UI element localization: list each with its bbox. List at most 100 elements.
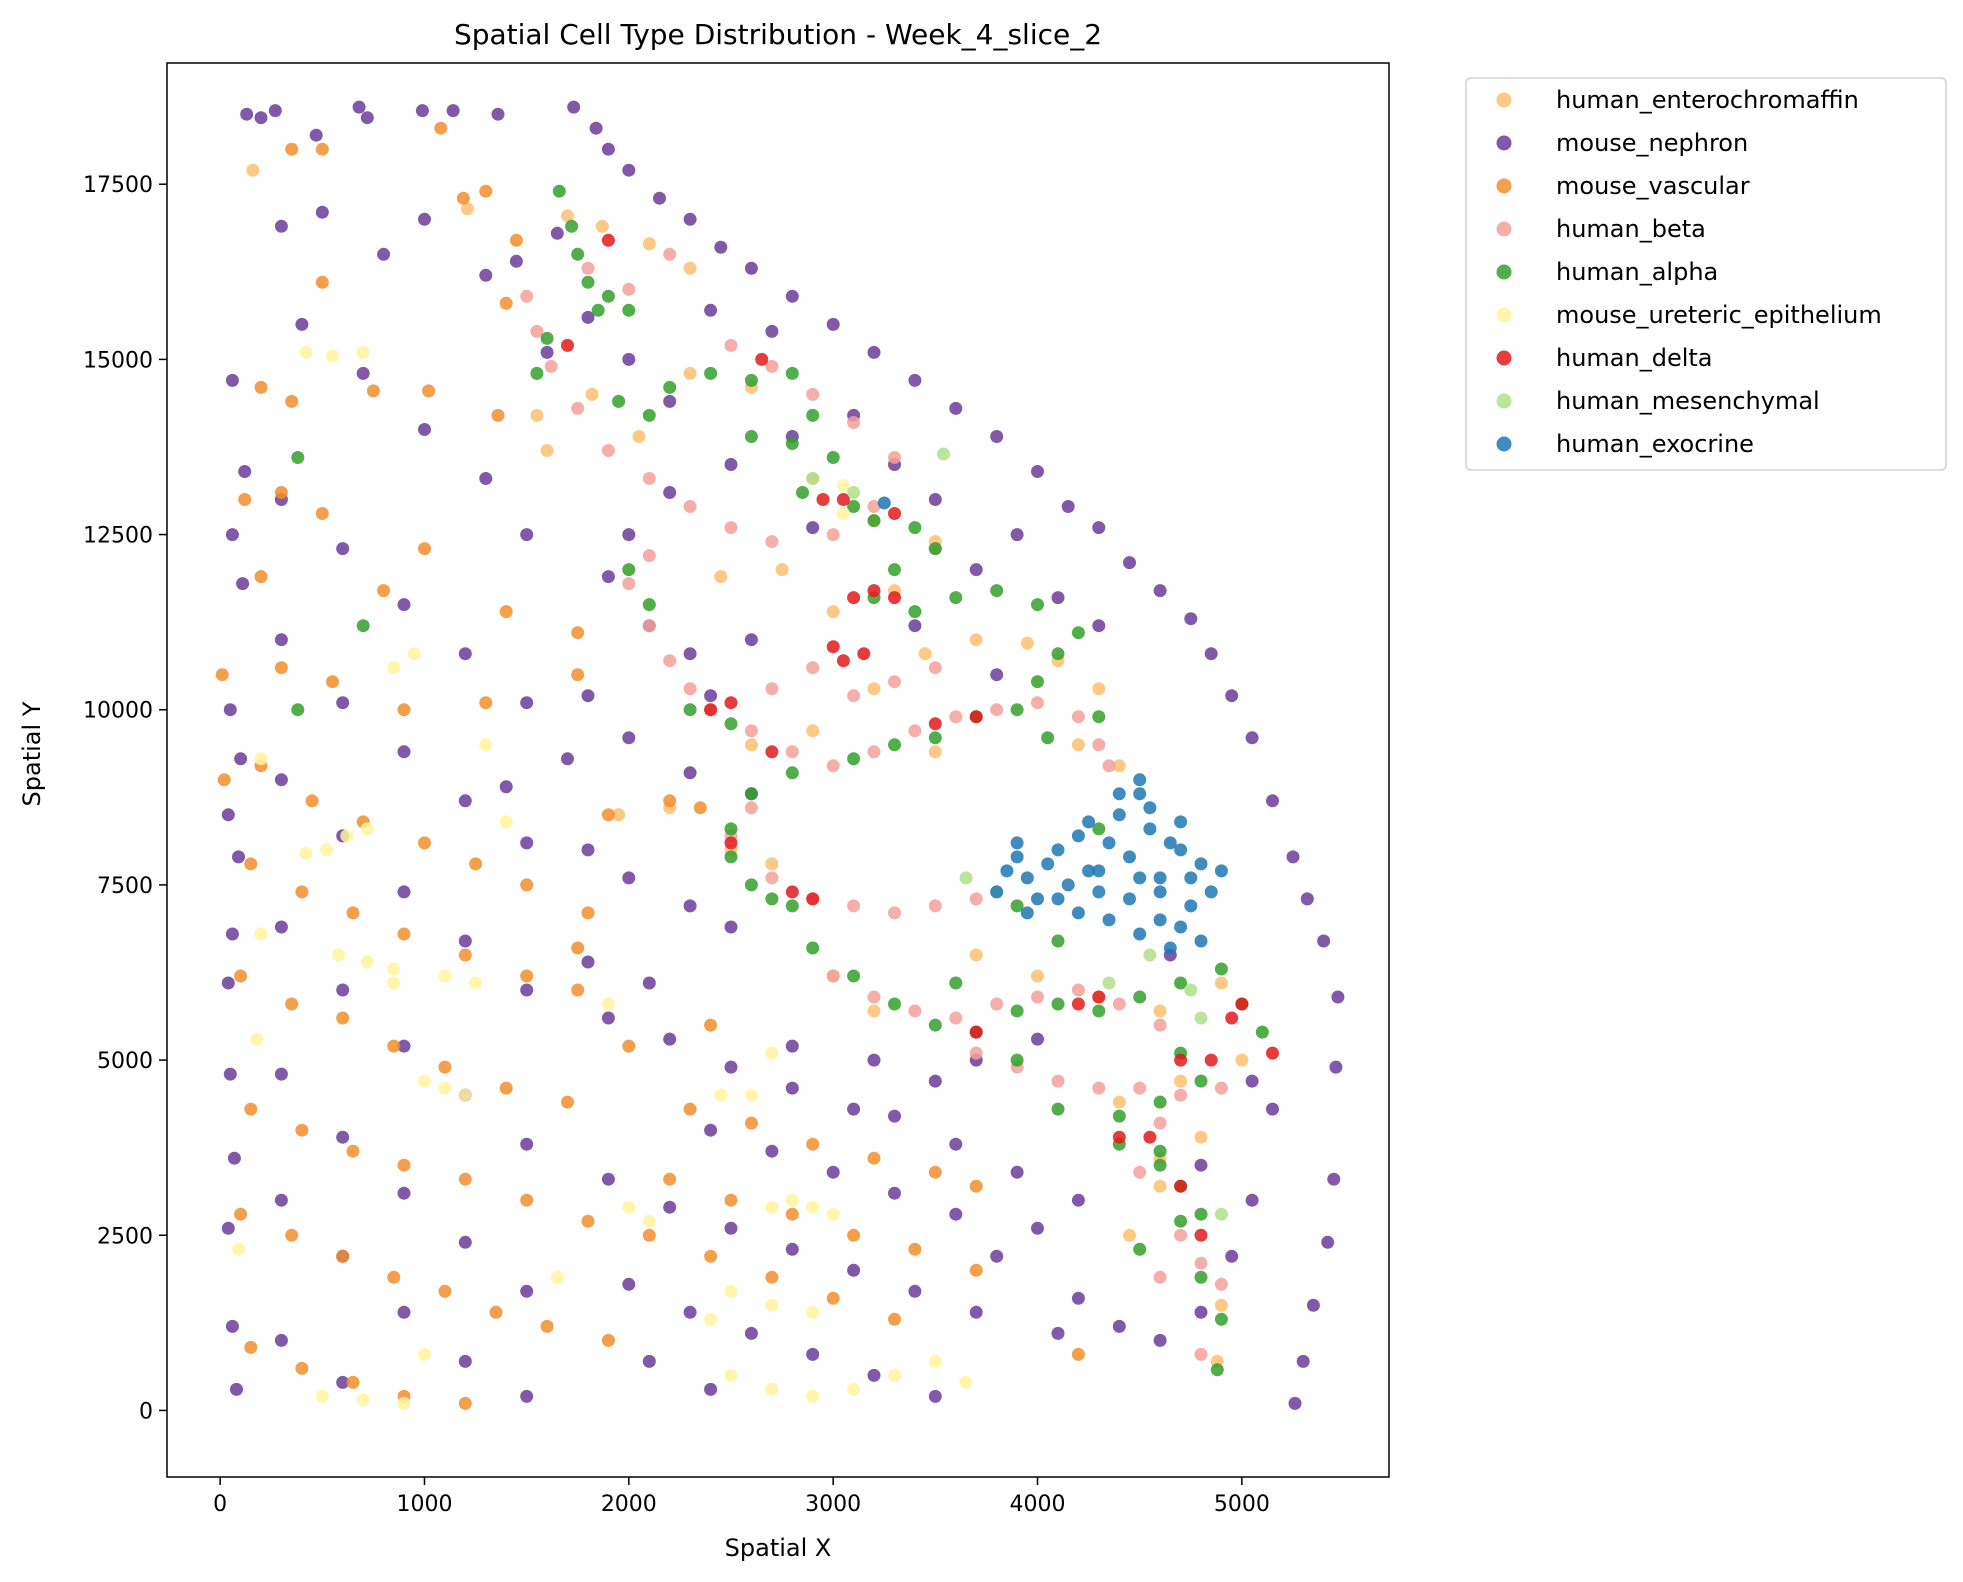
data-point bbox=[1071, 710, 1085, 724]
data-point bbox=[765, 535, 779, 549]
data-point bbox=[1071, 1291, 1085, 1305]
data-point bbox=[990, 885, 1004, 899]
chart-title: Spatial Cell Type Distribution - Week_4_… bbox=[454, 18, 1102, 51]
data-point bbox=[1174, 976, 1188, 990]
data-point bbox=[806, 387, 820, 401]
data-point bbox=[847, 1382, 861, 1396]
data-point bbox=[1153, 1144, 1167, 1158]
data-point bbox=[1214, 864, 1228, 878]
data-point bbox=[1204, 1053, 1218, 1067]
data-point bbox=[653, 191, 666, 205]
data-point bbox=[285, 997, 299, 1011]
data-point bbox=[714, 1088, 728, 1102]
data-point bbox=[928, 1018, 942, 1032]
data-point bbox=[285, 142, 299, 156]
series-human_alpha bbox=[291, 184, 1269, 1377]
data-point bbox=[1288, 1396, 1302, 1410]
data-point bbox=[622, 1039, 636, 1053]
data-point bbox=[225, 927, 239, 941]
data-point bbox=[867, 514, 881, 528]
data-point bbox=[499, 605, 513, 619]
data-point bbox=[704, 366, 718, 380]
data-point bbox=[238, 465, 252, 478]
data-point bbox=[274, 1067, 288, 1081]
y-axis-ticks: 0 2500 5000 7500 10000 12500 15000 17500 bbox=[83, 173, 167, 1424]
data-point bbox=[254, 380, 268, 394]
data-point bbox=[785, 899, 799, 913]
data-point bbox=[479, 472, 493, 485]
data-point bbox=[836, 479, 850, 492]
data-point bbox=[969, 710, 983, 724]
data-point bbox=[826, 759, 840, 773]
data-point bbox=[469, 976, 483, 990]
data-point bbox=[806, 1347, 820, 1361]
data-point bbox=[642, 619, 656, 633]
data-point bbox=[888, 591, 901, 605]
data-point bbox=[418, 423, 431, 436]
data-point bbox=[785, 437, 799, 450]
legend-marker bbox=[1496, 307, 1512, 323]
data-point bbox=[765, 1382, 779, 1396]
data-point bbox=[1133, 1242, 1147, 1256]
data-point bbox=[683, 261, 697, 275]
data-point bbox=[969, 1263, 983, 1277]
y-tick-label: 15000 bbox=[83, 348, 153, 373]
data-point bbox=[232, 850, 245, 864]
data-point bbox=[601, 570, 615, 584]
data-point bbox=[683, 212, 697, 226]
data-point bbox=[491, 107, 505, 121]
data-point bbox=[274, 219, 288, 233]
data-point bbox=[1153, 1158, 1167, 1172]
data-point bbox=[1031, 892, 1044, 906]
data-point bbox=[397, 1396, 411, 1410]
data-point bbox=[1143, 1130, 1157, 1144]
data-point bbox=[969, 1179, 983, 1193]
data-point bbox=[1133, 787, 1147, 801]
data-point bbox=[565, 219, 579, 233]
data-point bbox=[775, 563, 789, 577]
data-point bbox=[765, 745, 779, 759]
data-point bbox=[928, 745, 942, 759]
data-point bbox=[340, 829, 354, 843]
data-point bbox=[785, 1242, 799, 1256]
data-point bbox=[299, 846, 313, 860]
data-point bbox=[785, 289, 799, 303]
data-point bbox=[520, 696, 534, 710]
data-point bbox=[418, 212, 431, 226]
data-point bbox=[928, 493, 942, 506]
series-human_delta bbox=[561, 233, 1279, 1242]
data-point bbox=[499, 296, 513, 310]
data-point bbox=[1174, 1088, 1188, 1102]
legend-items: human_enterochromaffin mouse_nephronmouse… bbox=[1496, 86, 1882, 458]
data-point bbox=[360, 111, 374, 125]
data-point bbox=[724, 1060, 738, 1074]
data-point bbox=[1300, 892, 1314, 906]
data-point bbox=[1266, 1102, 1279, 1116]
data-point bbox=[1214, 1298, 1228, 1312]
data-point bbox=[888, 507, 901, 520]
data-point bbox=[928, 899, 942, 913]
data-point bbox=[622, 528, 636, 542]
data-point bbox=[225, 528, 239, 542]
data-point bbox=[407, 647, 421, 661]
data-point bbox=[724, 1193, 738, 1207]
data-point bbox=[867, 1004, 881, 1018]
data-point bbox=[581, 843, 595, 857]
data-point bbox=[724, 822, 738, 836]
data-point bbox=[990, 584, 1004, 598]
data-point bbox=[319, 843, 333, 857]
data-point bbox=[601, 289, 615, 303]
data-point bbox=[908, 1004, 922, 1018]
data-point bbox=[836, 654, 850, 668]
data-point bbox=[530, 366, 544, 380]
data-point bbox=[422, 384, 436, 398]
data-point bbox=[888, 738, 901, 752]
data-point bbox=[1031, 696, 1044, 710]
data-point bbox=[456, 191, 470, 205]
data-point bbox=[458, 647, 472, 661]
data-point bbox=[1123, 556, 1136, 570]
data-point bbox=[397, 927, 411, 941]
legend-label: human_mesenchymal bbox=[1556, 387, 1820, 415]
data-point bbox=[397, 1305, 411, 1319]
